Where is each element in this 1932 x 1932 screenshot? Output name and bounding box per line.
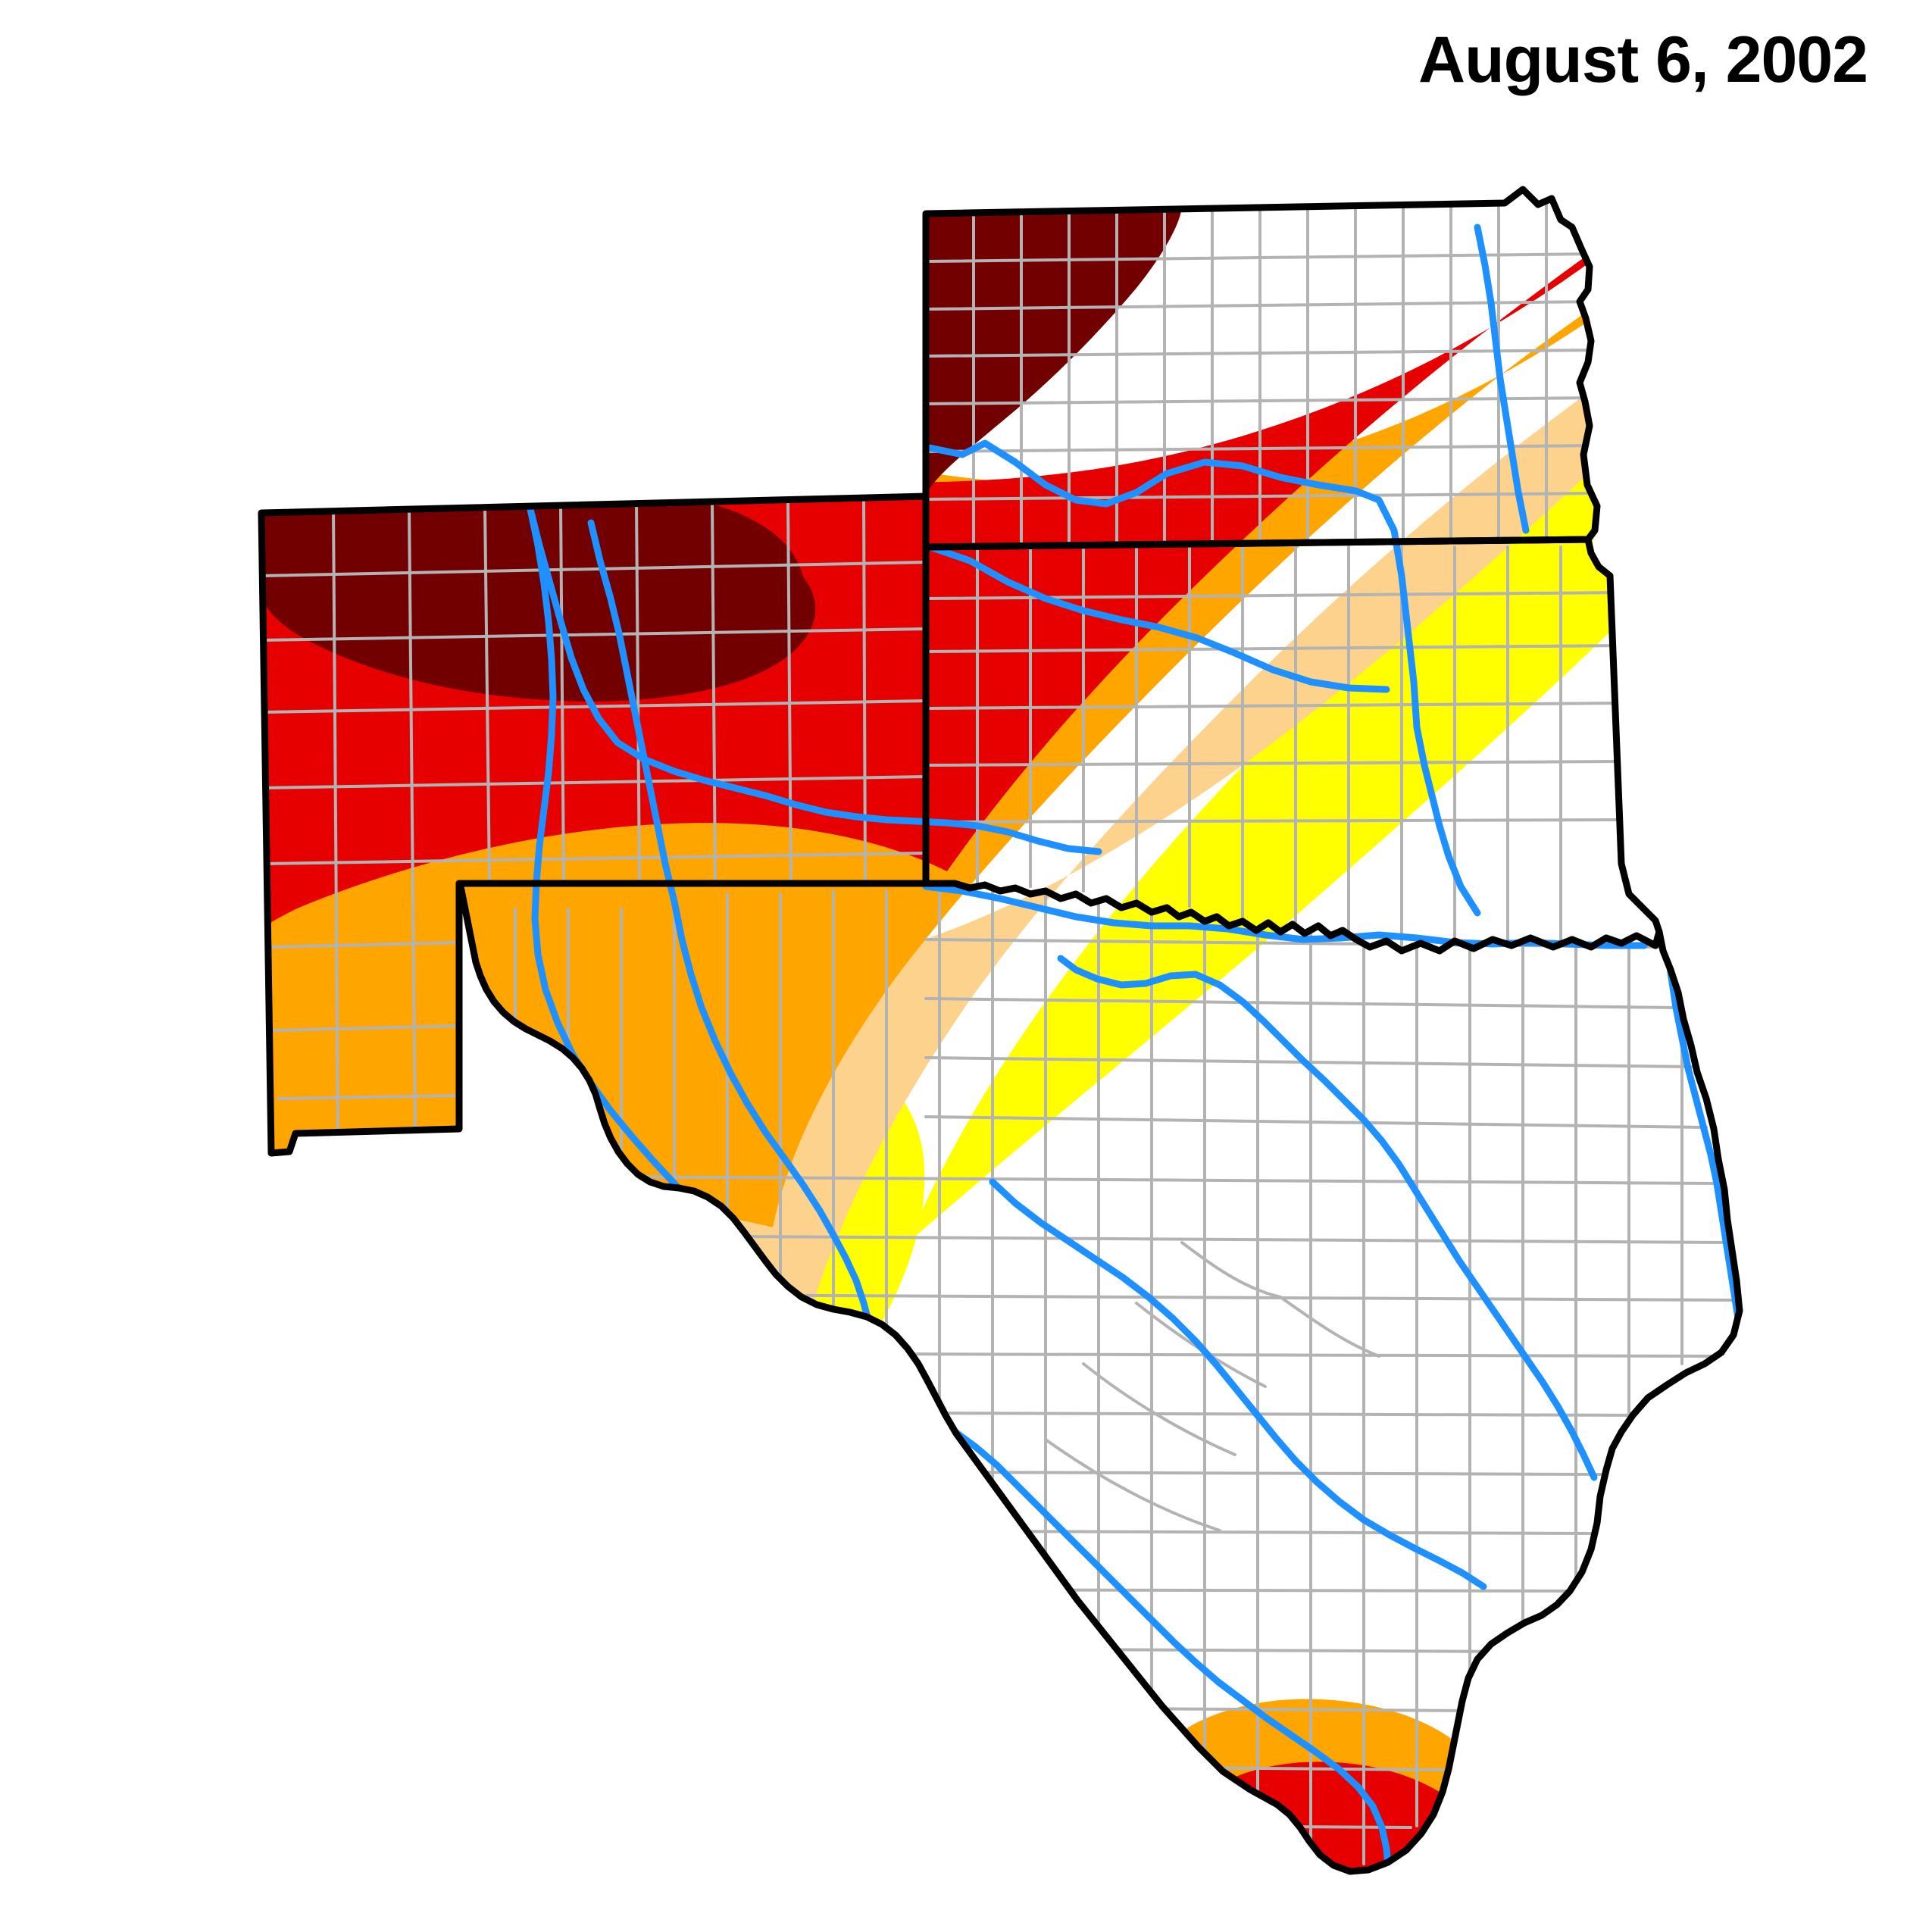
drought-band-d0 — [576, 189, 1740, 1871]
page-title: August 6, 2002 — [1418, 23, 1868, 96]
river-canadian — [527, 505, 1102, 855]
river-neosho — [1474, 224, 1530, 534]
state-borders-layer — [258, 186, 1743, 1875]
river-sabine — [1663, 945, 1740, 1322]
river-cimarron — [922, 542, 1390, 693]
river-pecos — [587, 519, 874, 1330]
state-border-texas — [455, 880, 1743, 1875]
river-brazos — [1057, 955, 1598, 1481]
state-border-kansas — [922, 186, 1601, 551]
river-arkansas — [922, 439, 1481, 917]
county-lines-texas — [483, 886, 1738, 1865]
state-border-newmexico — [258, 492, 930, 1157]
land-base-layer — [261, 189, 1740, 1871]
drought-core-d4-lobe — [520, 497, 805, 673]
river-colorado-texas — [989, 1178, 1487, 1590]
